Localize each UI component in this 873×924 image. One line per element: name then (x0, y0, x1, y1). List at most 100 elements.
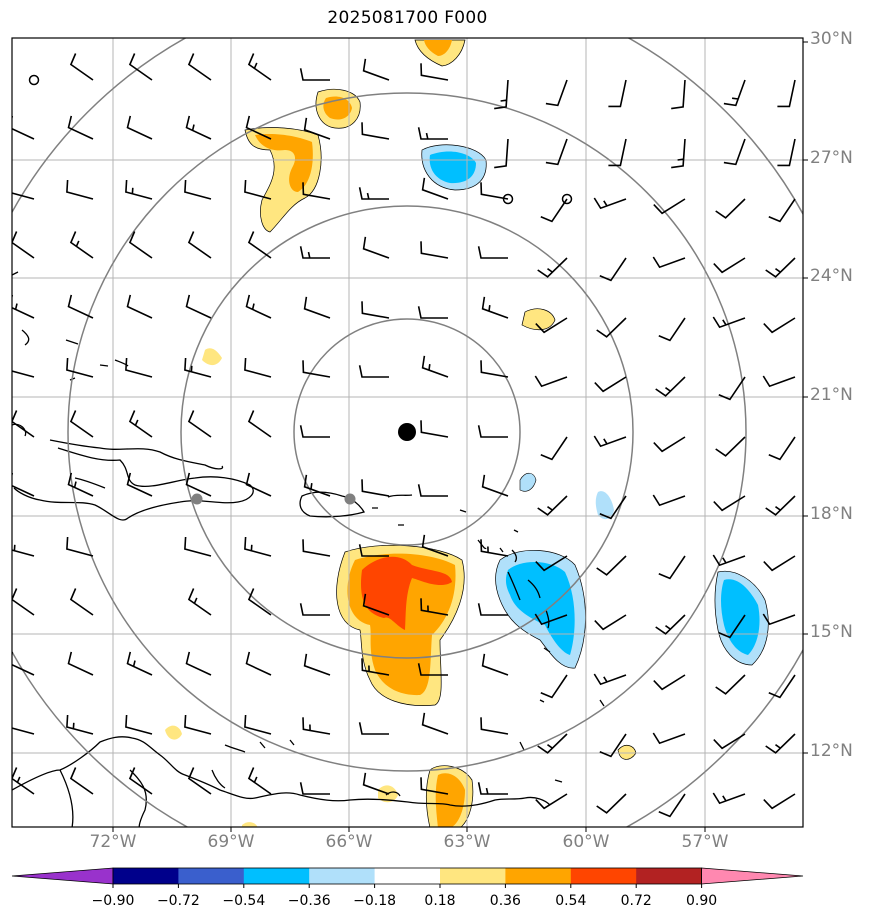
colorbar-extend-min (11, 867, 114, 885)
wind-barb (361, 122, 390, 140)
wind-barb (537, 733, 568, 754)
wind-barb (12, 192, 35, 200)
wind-barb (303, 117, 331, 140)
wind-barb (481, 653, 509, 676)
wind-barb (187, 588, 212, 616)
wind-barb (358, 722, 389, 735)
wind-barb (671, 79, 686, 110)
wind-barb (596, 317, 627, 338)
lon-label-63w: 63°W (443, 832, 491, 852)
wind-barb (245, 115, 272, 140)
wind-barb (653, 674, 686, 691)
wind-barb (715, 198, 746, 219)
wind-barb (653, 198, 686, 215)
wind-barb (303, 296, 331, 319)
wind-barb (69, 231, 94, 259)
wind-barb (244, 357, 272, 378)
wind-barb (12, 294, 35, 319)
lat-label-30n: 30°N (810, 29, 853, 49)
wind-barb (534, 375, 568, 388)
wind-barb (302, 360, 331, 378)
wind-barb (718, 614, 746, 639)
wind-barb (302, 717, 331, 735)
wind-barb (12, 115, 35, 140)
wind-barb (299, 782, 330, 795)
wind-barb (494, 138, 509, 169)
wind-barb (658, 317, 686, 342)
wind-barb (480, 539, 509, 557)
wind-barb (763, 317, 796, 334)
wind-barb (247, 588, 272, 616)
station-marker (191, 493, 203, 505)
wind-barb (187, 231, 212, 259)
wind-barb (361, 479, 390, 497)
wind-barb (247, 767, 272, 795)
wind-barb (12, 651, 35, 676)
wind-barb (480, 360, 509, 378)
wind-barb (421, 177, 449, 200)
colorbar-tick-label: −0.18 (353, 893, 397, 909)
wind-barb (299, 246, 330, 259)
wind-barb (69, 410, 94, 438)
wind-barb (66, 179, 94, 200)
lon-label-69w: 69°W (207, 832, 255, 852)
wind-barb (652, 494, 686, 507)
wind-barb (417, 484, 448, 497)
wind-barb (765, 733, 796, 754)
wind-barb (245, 294, 272, 319)
wind-barb (599, 495, 627, 520)
wind-barb (247, 410, 272, 438)
wind-barb (358, 365, 389, 378)
lon-label-72w: 72°W (89, 832, 137, 852)
wind-barb (244, 179, 272, 200)
colorbar-tick-label: −0.72 (156, 893, 200, 909)
colorbar (11, 867, 804, 888)
wind-barb (477, 603, 508, 616)
wind-barb (715, 674, 746, 695)
wind-barb (608, 138, 627, 167)
lon-label-60w: 60°W (562, 832, 610, 852)
wind-barb (715, 436, 746, 457)
storm-center-marker (398, 423, 416, 441)
wind-barb (187, 410, 212, 438)
wind-barb (12, 588, 35, 616)
wind-barb (185, 294, 212, 319)
colorbar-tick-label: −0.36 (287, 893, 331, 909)
wind-barb (417, 663, 448, 676)
colorbar-segment (113, 868, 179, 884)
map-frame (11, 37, 804, 828)
colorbar-segment (243, 868, 310, 884)
wind-barb (417, 127, 448, 140)
wind-barb (128, 231, 153, 259)
wind-barb (361, 658, 390, 676)
wind-barb (184, 536, 212, 557)
calm-wind-markers (28, 74, 573, 205)
lat-label-18n: 18°N (810, 504, 853, 524)
wind-barb (596, 793, 627, 814)
wind-barb (712, 554, 746, 567)
wind-barb (477, 782, 508, 795)
graticule (12, 38, 803, 827)
wind-barb (12, 727, 35, 735)
wind-barb (481, 296, 509, 319)
wind-barb (762, 613, 796, 626)
wind-barb (712, 792, 746, 805)
wind-barb (480, 717, 509, 735)
wind-barb (128, 53, 153, 81)
wind-barb (362, 236, 390, 259)
wind-barb (12, 410, 35, 438)
wind-barb (652, 732, 686, 745)
colorbar-segment (505, 868, 572, 884)
wind-barb (535, 555, 568, 572)
map-title: 2025081700 F000 (327, 8, 488, 28)
wind-barb (66, 536, 94, 557)
wind-barb (713, 733, 746, 750)
wind-barbs (12, 53, 796, 818)
wind-barb (302, 182, 331, 200)
wind-barb (187, 767, 212, 795)
wind-barb (671, 138, 686, 169)
wind-barb (420, 63, 449, 81)
wind-barb (125, 357, 153, 378)
wind-barb (420, 241, 449, 259)
wind-barb (299, 425, 330, 438)
